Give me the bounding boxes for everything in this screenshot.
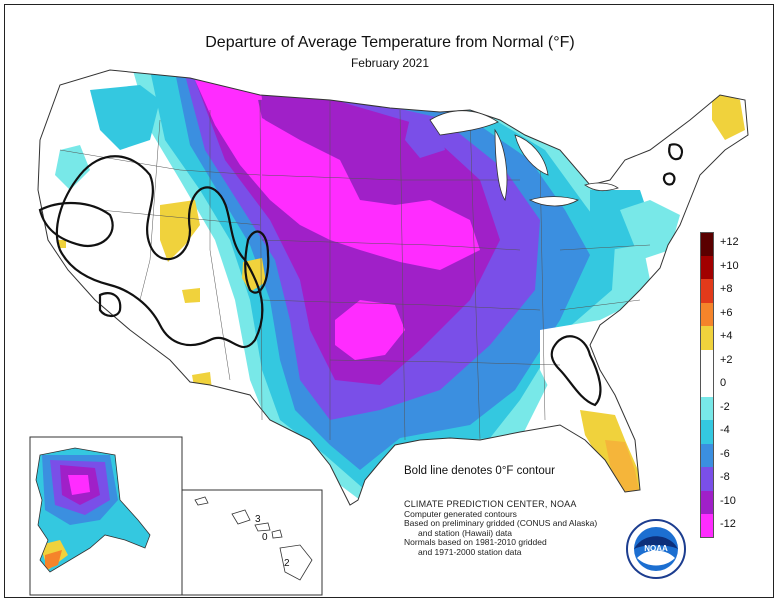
hawaii-value-label: 0 <box>262 532 268 543</box>
contour-note: Bold line denotes 0°F contour <box>404 465 555 477</box>
legend-swatch <box>700 467 714 491</box>
legend-label: -4 <box>720 424 730 436</box>
legend-swatch <box>700 302 714 326</box>
legend-label: +12 <box>720 236 739 248</box>
legend-swatch <box>700 326 714 350</box>
credits-line: and 1971-2000 station data <box>418 546 522 557</box>
legend-swatch <box>700 232 714 256</box>
legend-label: -6 <box>720 447 730 460</box>
credits-heading: CLIMATE PREDICTION CENTER, NOAA <box>404 499 577 509</box>
credits-line: Computer generated contours <box>404 508 517 519</box>
legend-label: +2 <box>720 353 733 366</box>
conus-outline <box>37 69 749 506</box>
great-lakes <box>429 110 619 207</box>
legend-swatch <box>700 279 714 303</box>
hawaii-value-label: 2 <box>284 558 290 569</box>
legend-swatch <box>700 490 714 514</box>
hawaii-islands <box>194 496 313 581</box>
legend-label: 0 <box>720 377 727 389</box>
credits-line: Based on preliminary gridded (CONUS and … <box>404 518 598 529</box>
zero-degree-contours <box>38 143 684 407</box>
legend-swatch <box>700 373 714 397</box>
alaska-shading <box>36 448 150 572</box>
legend-swatch <box>700 396 714 420</box>
map-title: Departure of Average Temperature from No… <box>205 34 575 51</box>
legend-swatch <box>700 443 714 467</box>
noaa-logo-text: NOAA <box>644 544 668 553</box>
credits-block: CLIMATE PREDICTION CENTER, NOAA Computer… <box>404 499 598 558</box>
legend-label: +8 <box>720 283 733 295</box>
legend-swatch <box>700 349 714 373</box>
credits-line: Normals based on 1981-2010 gridded <box>404 537 547 548</box>
legend-swatch <box>700 420 714 444</box>
legend-label: -12 <box>720 518 736 530</box>
legend-label: +6 <box>720 306 733 319</box>
map-subtitle: February 2021 <box>350 56 430 70</box>
state-borders <box>59 99 651 441</box>
alaska-outline <box>35 447 151 573</box>
legend-label: +10 <box>720 259 739 272</box>
color-legend <box>700 232 716 538</box>
legend-label: -8 <box>720 471 730 483</box>
legend-label: -10 <box>720 494 736 507</box>
legend-label: +4 <box>720 330 733 342</box>
credits-line: and station (Hawaii) data <box>418 527 513 538</box>
legend-swatch <box>700 255 714 279</box>
noaa-logo: NOAA <box>626 519 686 579</box>
legend-swatch <box>700 514 714 538</box>
hawaii-value-label: 3 <box>255 514 261 525</box>
legend-label: -2 <box>720 400 730 413</box>
hawaii-inset-frame <box>181 489 323 596</box>
